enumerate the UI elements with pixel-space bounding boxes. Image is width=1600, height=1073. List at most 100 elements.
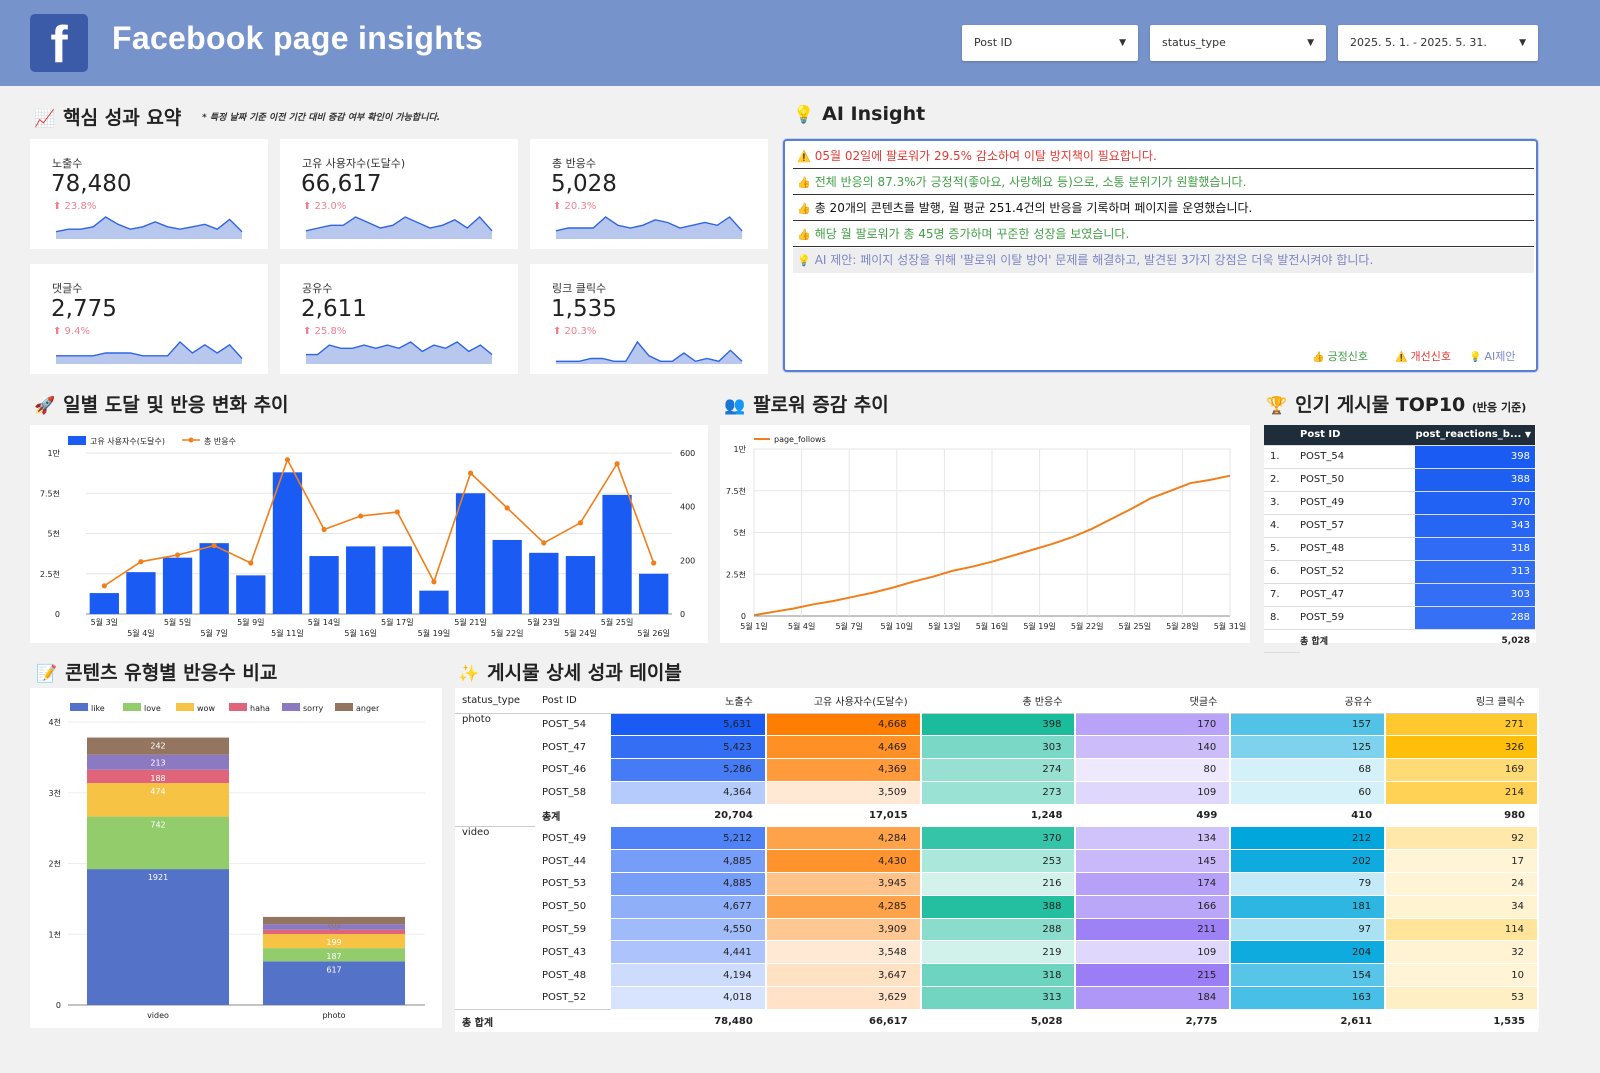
x-tick: 5월 14일 [308,617,341,627]
content-type-section-title: 📝 콘텐츠 유형별 반응수 비교 [36,658,277,685]
stack-segment [263,929,405,935]
top10-row[interactable]: 3. POST_49 370 [1264,491,1535,515]
reach-bar [455,493,486,614]
kpi-label: 총 반응수 [552,157,596,170]
reactions-point [467,470,474,476]
y-tick: 0 [56,1001,61,1010]
metric-cell: 4,441 [610,940,767,965]
detail-col-header[interactable]: 공유수 [1230,688,1386,714]
top10-rank: 8. [1264,606,1300,630]
segment-label: 187 [326,952,341,961]
stack-segment [263,934,405,949]
summary-section-title: 📈 핵심 성과 요약 [34,103,181,130]
detail-col-header[interactable]: 노출수 [610,688,766,714]
top10-value: 398 [1415,445,1535,469]
summary-title-text: 핵심 성과 요약 [63,107,182,129]
top10-row[interactable]: 7. POST_47 303 [1264,583,1535,607]
metric-cell: 313 [920,986,1077,1010]
post-id-cell: POST_59 [541,924,587,936]
kpi-change: ⬆ 9.4% [53,326,90,337]
total-cell: 78,480 [610,1009,766,1033]
x-tick: 5월 22일 [1071,621,1104,631]
header-bar [0,0,1600,86]
top10-row[interactable]: 8. POST_59 288 [1264,606,1535,630]
detail-row[interactable]: POST_46 5,286 4,369 274 80 68 169 [455,758,1539,782]
detail-row[interactable]: POST_50 4,677 4,285 388 166 181 34 [455,895,1539,919]
detail-row[interactable]: POST_44 4,885 4,430 253 145 202 17 [455,849,1539,874]
detail-row[interactable]: POST_48 4,194 3,647 318 215 154 10 [455,963,1539,988]
detail-col-header[interactable]: status_type [455,688,535,714]
legend-follows: page_follows [774,435,826,444]
x-tick: 5월 1일 [740,621,767,631]
thumbs-up-icon: 👍 [797,176,811,189]
reach-bar [126,572,156,614]
x-tick: 5월 4일 [127,628,154,638]
status-type-cell [455,736,535,759]
top10-value: 343 [1415,514,1535,538]
detail-row[interactable]: POST_43 4,441 3,548 219 109 204 32 [455,940,1539,965]
metric-cell: 388 [920,895,1077,919]
detail-row[interactable]: POST_53 4,885 3,945 216 174 79 24 [455,872,1539,896]
kpi-card: 공유수 2,611 ⬆ 25.8% [280,264,518,374]
top10-post-id: POST_48 [1300,537,1415,561]
detail-col-header[interactable]: 댓글수 [1075,688,1231,714]
insight-legend-item: 💡 AI제안 [1469,348,1515,364]
detail-row[interactable]: video POST_49 5,212 4,284 370 134 212 92 [455,826,1539,851]
lightbulb-icon: 💡 [797,254,811,267]
daily-chart: 0 2.5천 5천 7.5천 1만 0 200 400 600 5월 3일 5월 4일 5월 5일 5월… [40,436,695,638]
stack-segment [87,754,229,770]
segment-label: 242 [150,742,165,751]
post-id-filter[interactable]: Post ID ▼ [962,25,1138,61]
top10-row[interactable]: 2. POST_50 388 [1264,468,1535,492]
legend-swatch [123,703,141,711]
followers-chart-panel: 0 2.5천 5천 7.5천 1만 5월 1일 5월 4일 5월 7일 5월 10일 5월 13일… [720,425,1250,643]
stack-segment [263,948,405,962]
detail-col-header[interactable]: 총 반응수 [920,688,1076,714]
detail-row[interactable]: POST_59 4,550 3,909 288 211 97 114 [455,918,1539,942]
insight-row: ⚠️ 05월 02일에 팔로워가 29.5% 감소하여 이탈 방지책이 필요합니다… [793,144,1534,169]
post-id-cell: POST_43 [541,946,587,958]
page-title: Facebook page insights [112,20,484,56]
reach-bar [346,546,376,614]
metric-cell: 4,284 [765,826,922,851]
segment-label: 102 [326,921,341,930]
stack-segment [263,916,405,925]
reactions-point [577,520,584,526]
reach-bar [639,573,669,614]
legend-label: sorry [303,704,324,713]
detail-row[interactable]: POST_58 4,364 3,509 273 109 60 214 [455,781,1539,805]
detail-col-header[interactable]: Post ID [534,688,611,714]
top10-row[interactable]: 6. POST_52 313 [1264,560,1535,584]
insight-row: 👍 전체 반응의 87.3%가 긍정적(좋아요, 사랑해요 등)으로, 소통 분위… [793,170,1534,195]
metric-cell: 184 [1075,986,1232,1010]
reactions-point [174,552,181,558]
metric-cell: 3,629 [765,986,922,1010]
legend-swatch [282,703,300,711]
detail-col-header[interactable]: 링크 클릭수 [1385,688,1538,714]
top10-row[interactable]: 1. POST_54 398 [1264,445,1535,469]
detail-row[interactable]: photo POST_54 5,631 4,668 398 170 157 271 [455,713,1539,737]
x-tick: 5월 7일 [835,621,862,631]
post-id-cell: POST_48 [541,969,587,981]
sparkline-line [556,340,743,363]
date-range-picker[interactable]: 2025. 5. 1. - 2025. 5. 31. ▼ [1338,25,1538,61]
status-type-filter[interactable]: status_type ▼ [1150,25,1326,61]
legend-reactions: 총 반응수 [204,437,236,446]
top10-row[interactable]: 5. POST_48 318 [1264,537,1535,561]
x-tick: 5월 13일 [928,621,961,631]
top10-col-post-id[interactable]: Post ID [1300,425,1415,446]
warning-icon: ⚠️ [1395,352,1408,363]
reach-bar [272,472,303,614]
top10-col-reactions[interactable]: post_reactions_b... ▼ [1415,425,1535,446]
top10-post-id: POST_49 [1300,491,1415,515]
detail-row[interactable]: POST_52 4,018 3,629 313 184 163 53 [455,986,1539,1010]
top10-row[interactable]: 4. POST_57 343 [1264,514,1535,538]
x-tick: 5월 31일 [1214,621,1247,631]
kpi-value: 2,775 [51,296,117,322]
legend-swatch [176,703,194,711]
detail-col-header[interactable]: 고유 사용자수(도달수) [765,688,921,714]
sparkline-line [56,341,243,359]
status-type-filter-label: status_type [1162,36,1226,49]
reach-bar [382,546,412,614]
detail-row[interactable]: POST_47 5,423 4,469 303 140 125 326 [455,735,1539,760]
